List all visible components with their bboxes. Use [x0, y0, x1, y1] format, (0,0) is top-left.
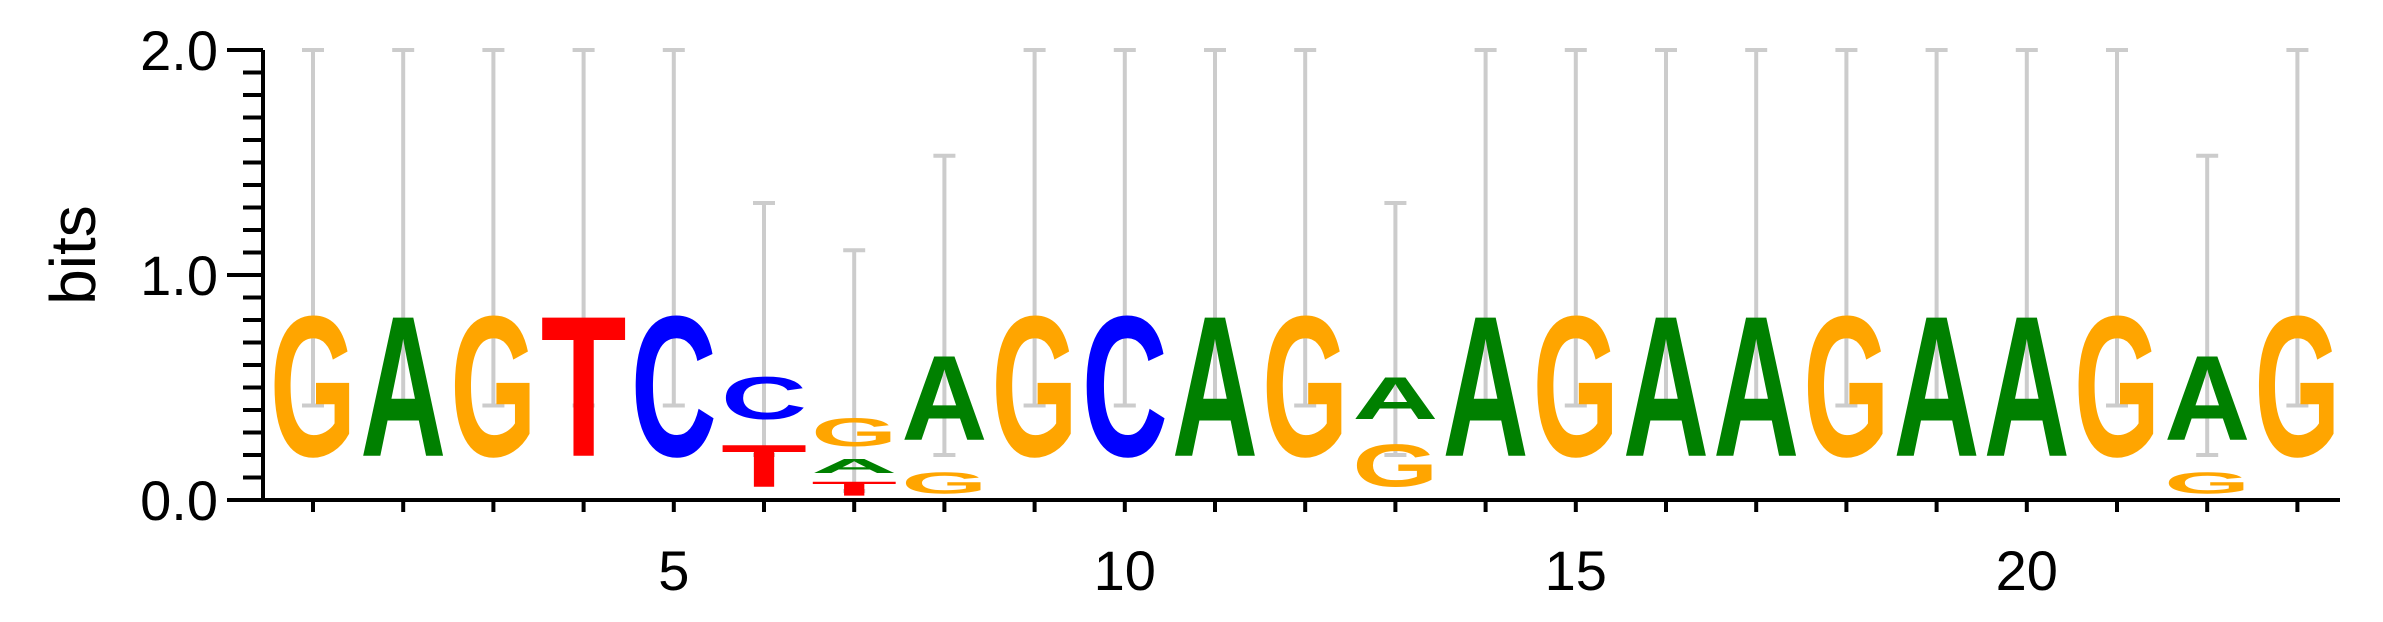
- error-bar-8: [933, 153, 956, 457]
- error-bar-11: [1204, 48, 1226, 408]
- letter-A-pos-13: A: [1352, 365, 1438, 432]
- error-bar-2: [392, 48, 415, 408]
- letter-G-pos-13: G: [1352, 432, 1438, 500]
- error-bar-14: [1474, 48, 1497, 408]
- error-bar-16: [1655, 48, 1677, 408]
- letter-G-pos-22: G: [2164, 467, 2250, 500]
- letter-G-pos-15: G: [1533, 275, 1619, 499]
- letter-G-pos-9: G: [992, 275, 1078, 499]
- y-tick-label: 1.0: [140, 244, 218, 307]
- error-bar-6: [753, 201, 775, 457]
- letter-A-pos-16: A: [1623, 275, 1709, 499]
- letter-A-pos-7: A: [811, 455, 897, 477]
- error-bar-9: [1023, 48, 1046, 408]
- error-bar-13: [1384, 201, 1407, 457]
- letter-T-pos-7: T: [811, 478, 897, 500]
- letter-C-pos-6: C: [721, 365, 807, 432]
- letter-G-pos-7: G: [811, 410, 897, 455]
- letter-T-pos-6: T: [721, 432, 807, 499]
- y-axis: 0.0 1.0 2.0: [140, 19, 265, 532]
- error-bar-4: [572, 48, 595, 408]
- letter-G-pos-23: G: [2254, 275, 2340, 499]
- error-bar-5: [662, 48, 685, 408]
- x-tick-label: 10: [1094, 539, 1156, 602]
- x-tick-label: 20: [1996, 539, 2058, 602]
- letter-A-pos-14: A: [1443, 275, 1529, 499]
- letter-C-pos-10: C: [1082, 275, 1168, 499]
- error-bar-18: [1835, 48, 1858, 408]
- letter-A-pos-20: A: [1984, 275, 2070, 499]
- error-bar-3: [482, 48, 505, 408]
- letter-G-pos-12: G: [1262, 275, 1348, 499]
- letter-G-pos-8: G: [901, 467, 987, 500]
- x-axis: 5 10 15 20: [263, 498, 2340, 602]
- error-bar-19: [1925, 48, 1948, 408]
- letter-G-pos-21: G: [2074, 275, 2160, 499]
- letter-A-pos-2: A: [360, 275, 446, 499]
- x-tick-label: 5: [658, 539, 689, 602]
- y-tick-label: 2.0: [140, 19, 218, 82]
- error-bar-22: [2196, 153, 2219, 457]
- error-bar-21: [2106, 48, 2128, 408]
- error-bar-12: [1294, 48, 1317, 408]
- letter-C-pos-5: C: [631, 275, 717, 499]
- y-tick-label: 0.0: [140, 469, 218, 532]
- error-bar-7: [843, 248, 866, 493]
- y-axis-label: bits: [37, 205, 109, 305]
- letter-G-pos-18: G: [1803, 275, 1889, 499]
- letter-G-pos-1: G: [270, 275, 356, 499]
- letter-A-pos-8: A: [901, 332, 987, 466]
- error-bar-10: [1113, 48, 1136, 408]
- x-tick-label: 15: [1545, 539, 1607, 602]
- error-bars: [302, 48, 2309, 493]
- letter-A-pos-22: A: [2164, 332, 2250, 466]
- error-bar-15: [1564, 48, 1587, 408]
- letter-G-pos-3: G: [450, 275, 536, 499]
- letter-A-pos-17: A: [1713, 275, 1799, 499]
- error-bar-23: [2286, 48, 2309, 408]
- error-bar-20: [2015, 48, 2038, 408]
- letter-A-pos-11: A: [1172, 275, 1258, 499]
- letter-T-pos-4: T: [541, 274, 627, 499]
- letter-A-pos-19: A: [1894, 275, 1980, 499]
- error-bar-1: [302, 48, 324, 408]
- error-bar-17: [1745, 48, 1768, 408]
